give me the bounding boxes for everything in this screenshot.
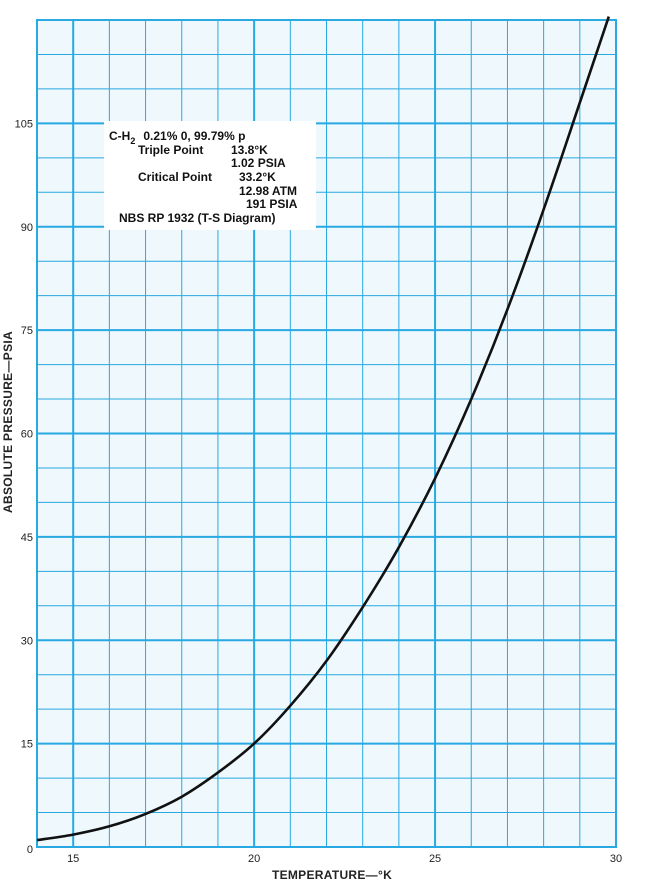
y-tick-label: 0 — [27, 844, 33, 856]
x-tick-label: 15 — [67, 853, 79, 865]
composition-values: 0.21% 0, 99.79% p — [143, 129, 245, 143]
x-tick-labels: 15 20 25 30 — [67, 853, 622, 865]
x-tick-label: 20 — [248, 853, 260, 865]
y-tick-label: 60 — [21, 429, 33, 441]
triple-point-pressure: 1.02 PSIA — [231, 156, 286, 170]
y-tick-label: 105 — [15, 118, 33, 130]
data-source: NBS RP 1932 (T-S Diagram) — [119, 211, 276, 225]
composition-label: C-H — [109, 129, 130, 143]
y-tick-labels: 0 15 30 45 60 75 90 105 — [15, 118, 33, 856]
critical-point-temp: 33.2°K — [239, 170, 276, 184]
svg-text:C-H20.21% 0, 99.79% p: C-H2 0.21% 0, 99.79% p — [109, 129, 245, 146]
x-tick-label: 30 — [610, 853, 622, 865]
composition-subscript: 2 — [130, 136, 135, 146]
grid — [36, 19, 617, 848]
y-tick-label: 30 — [21, 635, 33, 647]
critical-point-label: Critical Point — [138, 170, 212, 184]
y-tick-label: 90 — [21, 222, 33, 234]
triple-point-label: Triple Point — [138, 143, 203, 157]
annotation-box — [104, 121, 316, 230]
critical-point-atm: 12.98 ATM — [239, 184, 297, 198]
y-axis-title: ABSOLUTE PRESSURE—PSIA — [1, 331, 15, 513]
x-tick-label: 25 — [429, 853, 441, 865]
y-tick-label: 45 — [21, 532, 33, 544]
y-tick-label: 75 — [21, 325, 33, 337]
vapor-pressure-curve — [36, 16, 611, 842]
annotation-text: C-H2 0.21% 0, 99.79% p Triple Point 13.8°… — [109, 129, 298, 225]
critical-point-psia: 191 PSIA — [246, 197, 298, 211]
x-axis-title: TEMPERATURE—°K — [272, 868, 392, 882]
y-tick-label: 15 — [21, 739, 33, 751]
triple-point-temp: 13.8°K — [231, 143, 268, 157]
